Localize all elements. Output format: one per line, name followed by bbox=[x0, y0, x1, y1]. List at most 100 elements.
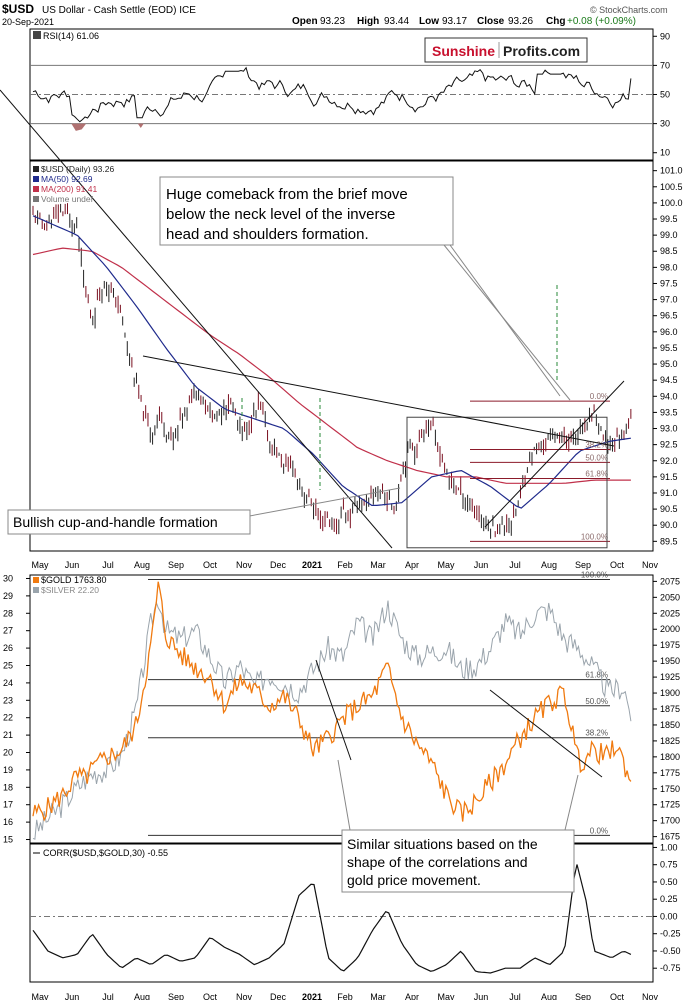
usd-price-tick-label: 99.5 bbox=[660, 214, 678, 224]
x-axis-tick-label: Oct bbox=[203, 560, 218, 570]
x-axis-tick-label: May bbox=[31, 992, 49, 1000]
silver-axis-tick-label: 23 bbox=[3, 695, 13, 705]
annotation-comeback: Huge comeback from the brief move below … bbox=[159, 176, 454, 246]
usd-price-tick-label: 96.5 bbox=[660, 311, 678, 321]
logo-profits: Profits.com bbox=[503, 43, 580, 59]
usd-price-tick-label: 100.5 bbox=[660, 182, 683, 192]
chart-date: 20-Sep-2021 bbox=[2, 17, 54, 27]
gold-axis-tick-label: 2025 bbox=[660, 608, 680, 618]
high-value: 93.44 bbox=[384, 16, 409, 27]
rsi-tick-label: 70 bbox=[660, 60, 670, 70]
x-axis-tick-label: Aug bbox=[134, 992, 150, 1000]
usd-fib-label: 38.2% bbox=[585, 440, 608, 449]
gold-fib-label: 61.8% bbox=[585, 671, 608, 680]
silver-axis-tick-label: 27 bbox=[3, 626, 13, 636]
annotation-comeback-line3: head and shoulders formation. bbox=[166, 226, 369, 243]
gold-axis-tick-label: 1775 bbox=[660, 768, 680, 778]
silver-axis-tick-label: 24 bbox=[3, 678, 13, 688]
usd-legend-icon bbox=[33, 186, 39, 192]
comeback-pointer bbox=[443, 244, 571, 401]
rsi-panel: 10 30 50 70 90 RSI(14) 61.06 bbox=[30, 31, 670, 158]
x-axis-tick-label: Aug bbox=[134, 560, 150, 570]
corr-tick-label: 1.00 bbox=[660, 842, 678, 852]
open-value: 93.23 bbox=[320, 16, 345, 27]
silver-axis-tick-label: 21 bbox=[3, 730, 13, 740]
x-axis-tick-label: Aug bbox=[541, 560, 557, 570]
x-axis-tick-label: Jul bbox=[102, 560, 114, 570]
usd-price-tick-label: 95.0 bbox=[660, 359, 678, 369]
silver-legend-entry: $SILVER 22.20 bbox=[41, 585, 99, 595]
silver-legend-icon bbox=[33, 587, 39, 593]
usd-price-tick-label: 90.5 bbox=[660, 504, 678, 514]
x-axis-tick-label: Apr bbox=[405, 560, 419, 570]
corr-tick-label: 0.75 bbox=[660, 860, 678, 870]
x-axis-tick-label: Oct bbox=[610, 992, 625, 1000]
silver-axis-tick-label: 20 bbox=[3, 748, 13, 758]
rsi-line bbox=[32, 66, 632, 123]
corr-tick-label: -0.25 bbox=[660, 929, 681, 939]
x-axis-tick-label: Jul bbox=[102, 992, 114, 1000]
gold-fib-label: 38.2% bbox=[585, 729, 608, 738]
corr-tick-label: -0.75 bbox=[660, 963, 681, 973]
usd-price-tick-label: 94.0 bbox=[660, 391, 678, 401]
corr-tick-label: 0.25 bbox=[660, 894, 678, 904]
x-axis-tick-label: 2021 bbox=[302, 992, 322, 1000]
silver-line bbox=[32, 600, 632, 840]
high-label: High bbox=[357, 16, 379, 27]
annotation-cup-handle: Bullish cup-and-handle formation bbox=[7, 509, 251, 535]
chg-label: Chg bbox=[546, 16, 565, 27]
silver-axis-tick-label: 29 bbox=[3, 591, 13, 601]
usd-panel: 89.5 90.0 90.5 91.0 91.5 92.0 92.5 93.0 93.5 94.0… bbox=[0, 89, 683, 549]
usd-price-tick-label: 92.5 bbox=[660, 440, 678, 450]
annotation-similar-line3: gold price movement. bbox=[347, 872, 481, 888]
x-axis-tick-label: Jun bbox=[65, 992, 80, 1000]
x-axis-tick-label: Jul bbox=[509, 992, 521, 1000]
x-axis-tick-label: 2021 bbox=[302, 560, 322, 570]
annotation-cup-handle-text: Bullish cup-and-handle formation bbox=[13, 514, 218, 530]
usd-legend-entry: MA(200) 91.41 bbox=[41, 184, 97, 194]
x-axis-tick-label: Feb bbox=[337, 992, 353, 1000]
corr-tick-label: -0.50 bbox=[660, 946, 681, 956]
usd-price-tick-label: 89.5 bbox=[660, 536, 678, 546]
usd-price-tick-label: 97.5 bbox=[660, 278, 678, 288]
usd-price-tick-label: 98.0 bbox=[660, 262, 678, 272]
low-value: 93.17 bbox=[442, 16, 467, 27]
usd-price-tick-label: 94.5 bbox=[660, 375, 678, 385]
usd-fib-label: 50.0% bbox=[585, 453, 608, 462]
usd-price-tick-label: 98.5 bbox=[660, 246, 678, 256]
x-axis-tick-label: Mar bbox=[370, 560, 386, 570]
annotation-similar-line2: shape of the correlations and bbox=[347, 854, 528, 870]
gold-fib-label: 100.0% bbox=[581, 570, 608, 579]
usd-price-tick-label: 96.0 bbox=[660, 327, 678, 337]
x-axis-tick-label: Aug bbox=[541, 992, 557, 1000]
gold-axis-tick-label: 1700 bbox=[660, 816, 680, 826]
gold-legend-icon bbox=[33, 577, 39, 583]
usd-legend-icon bbox=[33, 166, 39, 172]
watermark: © StockCharts.com bbox=[590, 5, 668, 15]
ohlc-readout: Open 93.23 High 93.44 Low 93.17 Close 93… bbox=[292, 16, 636, 27]
ma50-line bbox=[32, 215, 631, 509]
gold-axis-tick-label: 1950 bbox=[660, 656, 680, 666]
ma200-line bbox=[32, 247, 631, 484]
usd-legend-entry: MA(50) 92.69 bbox=[41, 174, 93, 184]
x-axis-tick-label: Jul bbox=[509, 560, 521, 570]
gold-fib-label: 50.0% bbox=[585, 697, 608, 706]
usd-price-tick-label: 91.0 bbox=[660, 488, 678, 498]
x-axis-tick-label: Sep bbox=[575, 560, 591, 570]
gold-axis-tick-label: 1675 bbox=[660, 832, 680, 842]
x-axis: May Jun Jul Aug Sep Oct Nov Dec 2021 Feb Mar Apr May… bbox=[31, 560, 658, 1000]
x-axis-tick-label: May bbox=[31, 560, 49, 570]
gold-axis-tick-label: 1725 bbox=[660, 800, 680, 810]
usd-price-tick-label: 99.0 bbox=[660, 230, 678, 240]
gold-axis-tick-label: 2000 bbox=[660, 624, 680, 634]
x-axis-tick-label: May bbox=[437, 992, 455, 1000]
gold-trend-line bbox=[315, 659, 352, 761]
x-axis-tick-label: Sep bbox=[575, 992, 591, 1000]
x-axis-tick-label: Nov bbox=[642, 560, 659, 570]
usd-fib-label: 61.8% bbox=[585, 469, 608, 478]
gold-axis-tick-label: 1975 bbox=[660, 640, 680, 650]
x-axis-tick-label: Jun bbox=[65, 560, 80, 570]
usd-price-tick-label: 101.0 bbox=[660, 166, 683, 176]
chart-description: US Dollar - Cash Settle (EOD) ICE bbox=[42, 5, 196, 16]
